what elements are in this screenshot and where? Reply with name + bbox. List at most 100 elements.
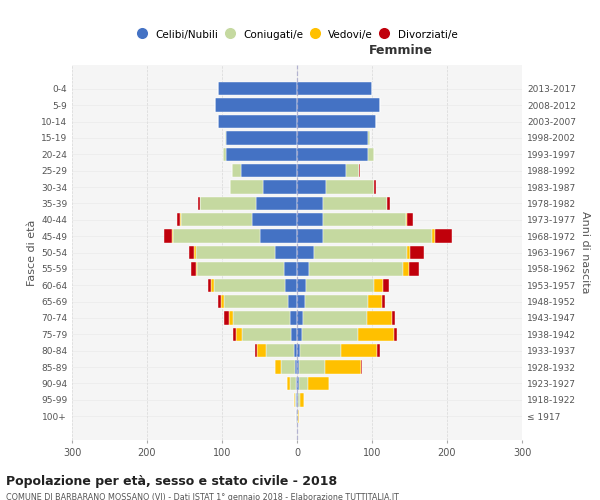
Bar [281, 360, 295, 374]
Bar [241, 164, 297, 177]
Bar [295, 360, 297, 374]
Bar [297, 377, 299, 390]
Bar [309, 262, 403, 276]
Bar [298, 393, 300, 406]
Bar [297, 196, 323, 210]
Bar [218, 295, 221, 308]
Bar [287, 377, 290, 390]
Bar [294, 393, 295, 406]
Bar [164, 230, 172, 243]
Bar [407, 246, 410, 259]
Bar [297, 148, 368, 161]
Bar [177, 213, 180, 226]
Bar [297, 360, 299, 374]
Bar [435, 230, 452, 243]
Bar [223, 312, 229, 324]
Bar [306, 278, 373, 292]
Bar [368, 295, 382, 308]
Bar [361, 360, 362, 374]
Bar [359, 164, 360, 177]
Bar [255, 344, 257, 358]
Bar [196, 262, 197, 276]
Bar [297, 213, 323, 226]
Bar [257, 344, 265, 358]
Bar [285, 278, 297, 292]
Bar [406, 213, 407, 226]
Bar [288, 295, 297, 308]
Legend: Celibi/Nubili, Coniugati/e, Vedovi/e, Divorziati/e: Celibi/Nubili, Coniugati/e, Vedovi/e, Di… [132, 25, 462, 44]
Bar [410, 246, 424, 259]
Bar [214, 278, 285, 292]
Bar [236, 328, 242, 341]
Bar [218, 115, 297, 128]
Bar [208, 278, 211, 292]
Bar [314, 246, 407, 259]
Bar [197, 262, 284, 276]
Bar [358, 328, 394, 341]
Bar [308, 377, 329, 390]
Bar [297, 410, 298, 423]
Bar [275, 360, 281, 374]
Text: Popolazione per età, sesso e stato civile - 2018: Popolazione per età, sesso e stato civil… [6, 475, 337, 488]
Bar [265, 344, 294, 358]
Bar [284, 262, 297, 276]
Bar [383, 278, 389, 292]
Bar [392, 312, 395, 324]
Bar [297, 278, 306, 292]
Bar [300, 393, 304, 406]
Bar [189, 246, 194, 259]
Y-axis label: Fasce di età: Fasce di età [27, 220, 37, 286]
Bar [341, 344, 377, 358]
Bar [297, 82, 372, 96]
Bar [297, 131, 368, 144]
Bar [194, 246, 196, 259]
Bar [229, 312, 233, 324]
Bar [291, 328, 297, 341]
Bar [242, 328, 291, 341]
Bar [297, 328, 302, 341]
Bar [180, 213, 181, 226]
Bar [226, 148, 297, 161]
Text: Femmine: Femmine [368, 44, 433, 58]
Bar [297, 295, 305, 308]
Bar [299, 377, 308, 390]
Bar [325, 360, 361, 374]
Bar [290, 312, 297, 324]
Bar [303, 312, 367, 324]
Bar [403, 262, 409, 276]
Bar [296, 377, 297, 390]
Bar [172, 230, 173, 243]
Bar [297, 344, 300, 358]
Bar [377, 344, 380, 358]
Bar [223, 148, 226, 161]
Bar [226, 131, 297, 144]
Bar [297, 393, 298, 406]
Bar [409, 262, 419, 276]
Bar [394, 328, 397, 341]
Bar [298, 410, 299, 423]
Bar [198, 196, 199, 210]
Bar [302, 328, 358, 341]
Text: COMUNE DI BARBARANO MOSSANO (VI) - Dati ISTAT 1° gennaio 2018 - Elaborazione TUT: COMUNE DI BARBARANO MOSSANO (VI) - Dati … [6, 492, 399, 500]
Bar [297, 164, 346, 177]
Bar [196, 246, 275, 259]
Bar [225, 131, 226, 144]
Bar [432, 230, 435, 243]
Bar [211, 278, 214, 292]
Bar [229, 180, 263, 194]
Bar [297, 230, 323, 243]
Y-axis label: Anni di nascita: Anni di nascita [580, 211, 590, 294]
Bar [233, 312, 290, 324]
Bar [199, 196, 256, 210]
Bar [367, 312, 392, 324]
Bar [263, 180, 297, 194]
Bar [368, 131, 370, 144]
Bar [407, 213, 413, 226]
Bar [215, 98, 297, 112]
Bar [297, 246, 314, 259]
Bar [305, 295, 368, 308]
Bar [218, 82, 297, 96]
Bar [252, 213, 297, 226]
Bar [323, 230, 432, 243]
Bar [368, 148, 374, 161]
